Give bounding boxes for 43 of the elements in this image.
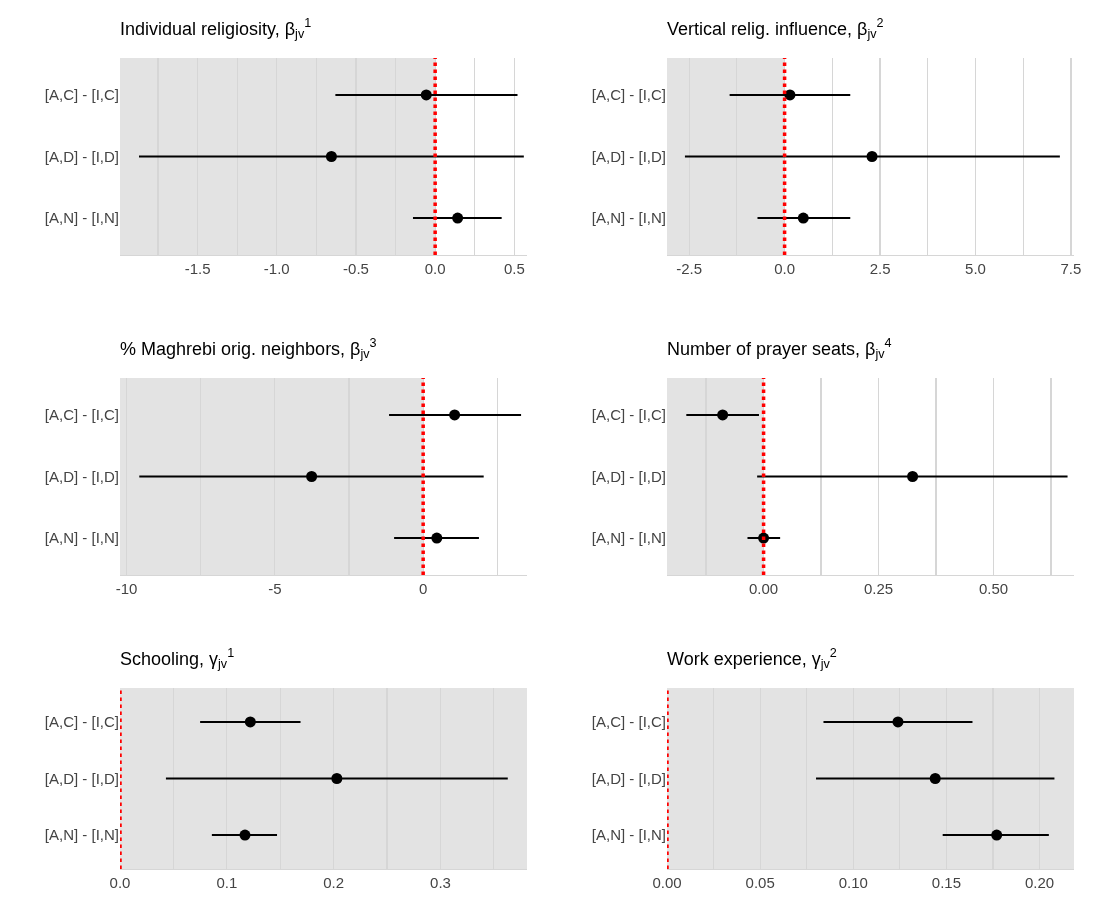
- y-tick-label: [A,C] - [I,C]: [44, 86, 119, 104]
- x-tick-label: 0.00: [652, 874, 682, 891]
- y-tick-label: [A,N] - [I,N]: [44, 209, 119, 227]
- x-tick-label: 0.0: [774, 260, 796, 277]
- x-tick-label: -2.5: [676, 260, 703, 277]
- x-tick-label: 0: [419, 580, 428, 597]
- y-tick-label: [A,N] - [I,N]: [44, 826, 119, 844]
- x-tick-label: -1.5: [184, 260, 211, 277]
- y-tick-label: [A,D] - [I,D]: [591, 769, 666, 787]
- y-tick-label: [A,N] - [I,N]: [591, 209, 666, 227]
- y-tick-label: [A,D] - [I,D]: [44, 147, 119, 165]
- x-tick-label: 0.25: [863, 580, 894, 597]
- y-tick-label: [A,C] - [I,C]: [591, 713, 666, 731]
- x-tick-label: -5: [268, 580, 282, 597]
- x-tick-label: 0.3: [430, 874, 451, 891]
- x-tick-label: 0.2: [323, 874, 345, 891]
- x-tick-label: 0.50: [978, 580, 1009, 597]
- y-tick-label: [A,D] - [I,D]: [44, 769, 119, 787]
- x-tick-label: 0.0: [424, 260, 446, 277]
- x-tick-label: 0.1: [216, 874, 238, 891]
- x-tick-label: -0.5: [343, 260, 369, 277]
- x-tick-label: -10: [115, 580, 138, 597]
- y-tick-label: [A,D] - [I,D]: [591, 147, 666, 165]
- x-tick-label: 0.5: [503, 260, 525, 277]
- y-tick-label: [A,D] - [I,D]: [44, 467, 119, 485]
- x-tick-label: 0.20: [1024, 874, 1055, 891]
- x-tick-label: -1.0: [263, 260, 290, 277]
- x-tick-label: 0.15: [931, 874, 962, 891]
- y-tick-label: [A,C] - [I,C]: [591, 86, 666, 104]
- x-tick-label: 0.00: [748, 580, 779, 597]
- y-tick-label: [A,D] - [I,D]: [591, 467, 666, 485]
- x-tick-label: 0.10: [838, 874, 868, 891]
- x-tick-label: 0.0: [109, 874, 131, 891]
- y-tick-label: [A,N] - [I,N]: [591, 826, 666, 844]
- y-tick-label: [A,C] - [I,C]: [44, 713, 119, 731]
- x-tick-label: 0.05: [745, 874, 775, 891]
- x-tick-label: 2.5: [869, 260, 891, 277]
- y-tick-label: [A,N] - [I,N]: [44, 529, 119, 547]
- y-tick-label: [A,C] - [I,C]: [591, 406, 666, 424]
- y-tick-label: [A,N] - [I,N]: [591, 529, 666, 547]
- x-tick-label: 5.0: [965, 260, 986, 277]
- y-tick-label: [A,C] - [I,C]: [44, 406, 119, 424]
- x-tick-label: 7.5: [1060, 260, 1082, 277]
